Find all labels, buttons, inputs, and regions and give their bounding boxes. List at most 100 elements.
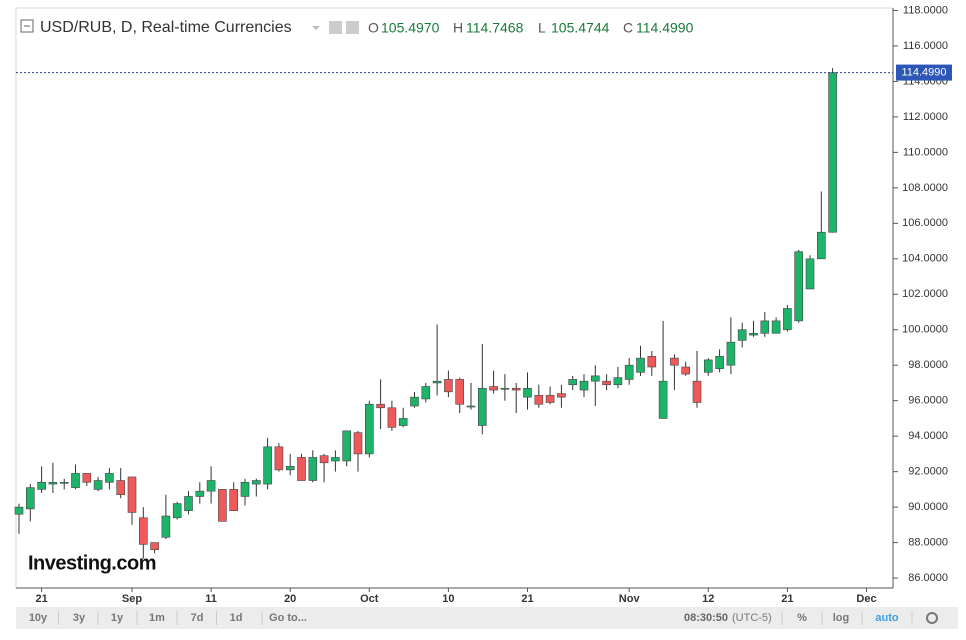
candle-body <box>172 503 182 519</box>
candle-body <box>218 489 227 522</box>
candle-body <box>590 375 600 382</box>
y-tick-label: 116.0000 <box>903 40 948 52</box>
candle-body <box>116 480 125 496</box>
candle-body <box>127 476 137 513</box>
candle-body <box>557 393 566 398</box>
y-tick-label: 92.0000 <box>908 466 948 478</box>
candle-body <box>398 418 408 426</box>
candle-body <box>771 320 781 334</box>
candle-body <box>297 457 306 481</box>
x-tick-label: 20 <box>284 593 296 605</box>
candle-body <box>579 380 589 391</box>
ohlc-key: H <box>453 20 463 36</box>
candle-body <box>828 72 837 233</box>
option-button[interactable]: % <box>797 612 807 624</box>
y-tick-label: 94.0000 <box>908 430 948 442</box>
y-tick-label: 112.0000 <box>903 111 948 123</box>
candle-body <box>252 480 261 485</box>
ohlc-key: O <box>368 20 379 36</box>
option-button[interactable]: auto <box>875 612 899 624</box>
range-button[interactable]: 1y <box>111 612 124 624</box>
candle-body <box>240 481 250 497</box>
candle-body <box>25 487 35 510</box>
ohlc-value: 114.4990 <box>636 20 694 36</box>
candle-body <box>794 251 804 322</box>
y-tick-label: 96.0000 <box>908 395 948 407</box>
candle-body <box>48 481 58 485</box>
candle-body <box>59 481 69 484</box>
candle-body <box>477 387 487 426</box>
candle-body <box>421 386 431 400</box>
settings-gear[interactable] <box>926 612 938 624</box>
last-price-label: 114.4990 <box>901 66 946 78</box>
candle-body <box>670 357 679 366</box>
candle-body <box>14 506 24 515</box>
candle-body <box>737 329 747 341</box>
toolbar-bg <box>16 607 958 629</box>
settings-icon[interactable] <box>346 21 359 34</box>
candle-body <box>534 395 544 405</box>
x-tick-label: 21 <box>781 593 793 605</box>
candle-body <box>511 387 521 391</box>
x-tick-label: 11 <box>205 593 217 605</box>
candle-body <box>523 387 532 398</box>
plot-area <box>15 7 894 589</box>
range-button[interactable]: Go to... <box>269 612 307 624</box>
ohlc-key: L <box>538 20 546 36</box>
candle-body <box>681 366 691 375</box>
range-button[interactable]: 1m <box>149 612 165 624</box>
candle-body <box>647 356 657 368</box>
y-tick-label: 86.0000 <box>908 572 948 584</box>
candle-body <box>331 457 340 462</box>
range-button[interactable]: 10y <box>29 612 48 624</box>
range-button[interactable]: 7d <box>191 612 204 624</box>
y-tick-label: 90.0000 <box>908 501 948 513</box>
candle-body <box>703 359 713 373</box>
y-tick-label: 118.0000 <box>903 4 948 16</box>
ohlc-value: 105.4970 <box>381 20 440 36</box>
candle-body <box>783 308 792 331</box>
candle-body <box>274 446 284 471</box>
y-tick-label: 110.0000 <box>903 146 948 158</box>
candle-body <box>105 473 114 483</box>
candle-body <box>150 542 159 550</box>
candle-body <box>364 403 374 455</box>
candle-body <box>139 517 148 545</box>
candle-body <box>624 364 634 380</box>
candle-body <box>184 496 193 511</box>
ohlc-key: C <box>623 20 633 36</box>
last-price-box <box>896 64 952 81</box>
candle-body <box>466 405 476 408</box>
x-tick-label: 21 <box>35 593 47 605</box>
x-tick-label: 21 <box>521 593 533 605</box>
clock: 08:30:50 <box>684 612 728 624</box>
option-button[interactable]: log <box>833 612 850 624</box>
candle-body <box>319 455 329 464</box>
candle-body <box>568 379 578 386</box>
range-button[interactable]: 3y <box>73 612 86 624</box>
y-tick-label: 104.0000 <box>902 253 948 265</box>
candle-body <box>816 231 826 260</box>
candle-body <box>387 407 397 428</box>
candle-body <box>760 320 770 334</box>
candle-body <box>37 481 46 490</box>
candle-body <box>161 515 171 538</box>
candle-body <box>805 258 815 290</box>
x-tick-label: 12 <box>702 593 714 605</box>
title-dropdown[interactable] <box>312 26 320 30</box>
x-tick-label: Dec <box>856 593 876 605</box>
x-tick-label: Sep <box>122 593 142 605</box>
candle-body <box>726 341 736 366</box>
y-tick-label: 108.0000 <box>902 182 948 194</box>
candle-body <box>206 480 216 492</box>
candle-body <box>285 466 295 471</box>
timezone: (UTC-5) <box>732 612 772 624</box>
candle-body <box>71 473 80 488</box>
candle-body <box>93 480 103 490</box>
x-tick-label: Oct <box>360 593 379 605</box>
range-button[interactable]: 1d <box>230 612 243 624</box>
candle-body <box>636 357 645 373</box>
candle-body <box>353 432 363 455</box>
eye-icon[interactable] <box>329 21 342 34</box>
ohlc-value: 105.4744 <box>551 20 610 36</box>
